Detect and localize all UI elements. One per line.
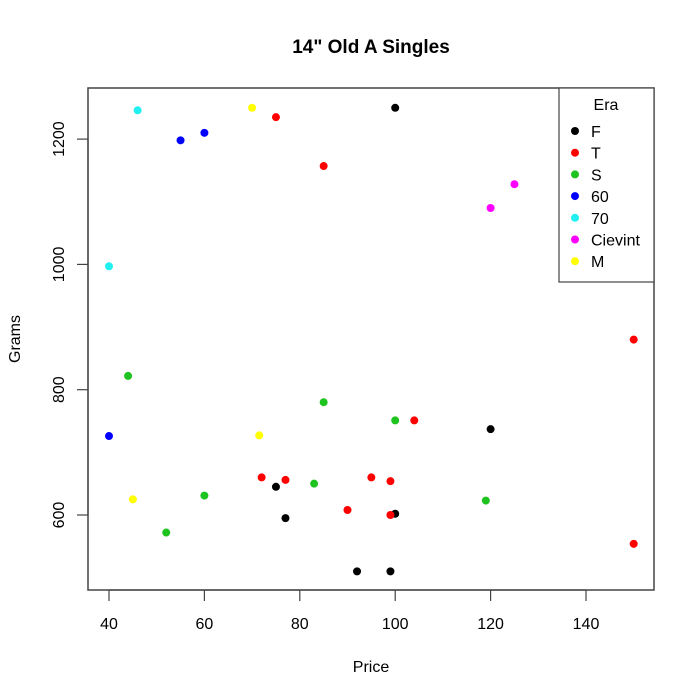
legend-entry-label: F [591,124,601,141]
data-point-t [367,473,376,482]
legend-entry-label: Cievint [591,233,640,250]
y-axis-label: Grams [7,315,24,363]
y-tick-label: 1000 [51,247,68,283]
x-axis-label: Price [353,659,390,676]
legend-entry-label: 70 [591,211,609,228]
legend-marker-icon [571,235,579,244]
data-point-m [255,431,264,440]
legend-marker-icon [571,213,579,222]
data-point-t [257,473,266,482]
data-point-t [319,162,328,171]
chart-title: 14" Old A Singles [292,37,450,58]
data-point-t [386,477,395,486]
legend-entry-label: T [591,146,601,163]
data-point-m [128,495,137,504]
data-point-s [310,479,319,488]
legend: Era FTS 60 70 Cievint M [558,87,655,283]
data-point-s [481,496,490,505]
legend-marker-icon [571,170,579,179]
legend-marker-icon [571,192,579,201]
data-point-s [319,398,328,407]
y-tick-label: 800 [51,376,68,403]
legend-marker-icon [571,257,579,266]
legend-entry-label: M [591,254,604,271]
data-points [105,103,638,576]
data-point-t [410,416,419,425]
data-point-s [162,528,171,537]
data-point-cievint [486,204,495,213]
y-tick-label: 600 [51,502,68,529]
y-axis: 600 800 1000 1200 [51,121,89,529]
x-tick-label: 60 [196,616,214,633]
data-point-t [629,335,638,344]
x-tick-label: 80 [291,616,309,633]
y-tick-label: 1200 [51,121,68,157]
x-tick-label: 120 [477,616,504,633]
data-point-t [281,475,290,484]
legend-entry-label: 60 [591,189,609,206]
data-point-f [271,482,280,491]
data-point-m [248,103,257,112]
data-point-60 [200,128,209,137]
data-point-f [391,103,400,112]
x-tick-label: 140 [573,616,600,633]
x-tick-label: 40 [100,616,118,633]
legend-box [558,87,655,283]
data-point-f [353,567,362,576]
data-point-t [343,505,352,514]
x-tick-label: 100 [382,616,409,633]
legend-entry-label: S [591,167,602,184]
data-point-60 [105,432,113,441]
data-point-s [391,416,400,425]
legend-title: Era [594,97,619,114]
data-point-f [386,567,395,576]
data-point-s [124,371,133,380]
legend-marker-icon [571,148,579,157]
data-point-t [629,539,638,548]
x-axis: 40 60 80 100 120 140 [100,589,600,633]
data-point-t [271,113,280,122]
data-point-t [386,511,395,519]
data-point-70 [133,106,142,115]
data-point-60 [176,136,185,145]
data-point-s [200,491,209,500]
legend-marker-icon [571,127,579,135]
data-point-70 [105,262,113,271]
data-point-f [281,514,290,523]
data-point-f [486,425,495,434]
data-point-cievint [510,180,519,189]
